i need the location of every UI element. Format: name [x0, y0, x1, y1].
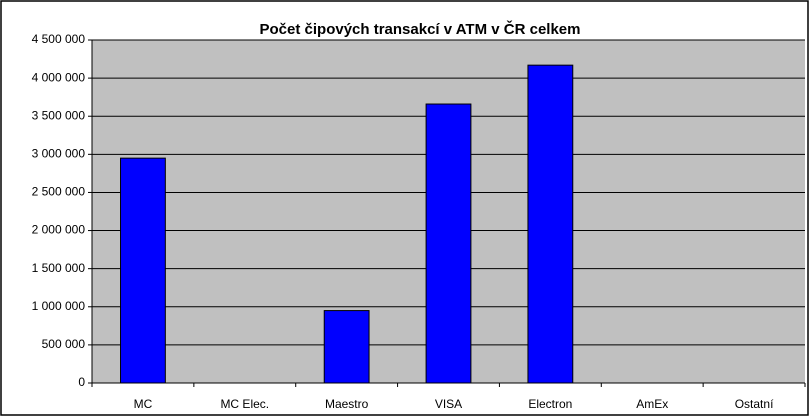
- y-tick-label: 3 500 000: [32, 108, 86, 122]
- y-tick-label: 1 500 000: [32, 261, 86, 275]
- y-tick-label: 1 000 000: [32, 299, 86, 313]
- x-tick-label: Electron: [528, 397, 572, 411]
- y-tick-label: 2 000 000: [32, 223, 86, 237]
- bar: [120, 157, 166, 384]
- y-tick-label: 3 000 000: [32, 147, 86, 161]
- y-tick-label: 4 000 000: [32, 70, 86, 84]
- x-tick-label: VISA: [435, 397, 462, 411]
- y-tick-label: 2 500 000: [32, 185, 86, 199]
- bar: [425, 103, 472, 384]
- y-tick-label: 500 000: [42, 337, 86, 351]
- x-tick-label: Ostatní: [735, 397, 774, 411]
- x-tick-label: Maestro: [325, 397, 369, 411]
- y-tick-label: 4 500 000: [32, 32, 86, 46]
- x-tick-label: AmEx: [636, 397, 668, 411]
- x-tick-label: MC: [134, 397, 153, 411]
- bar: [527, 64, 574, 384]
- bar: [323, 310, 370, 384]
- y-tick-label: 0: [78, 375, 85, 389]
- chart-title: Počet čipových transakcí v ATM v ČR celk…: [260, 20, 581, 38]
- x-tick-label: MC Elec.: [220, 397, 269, 411]
